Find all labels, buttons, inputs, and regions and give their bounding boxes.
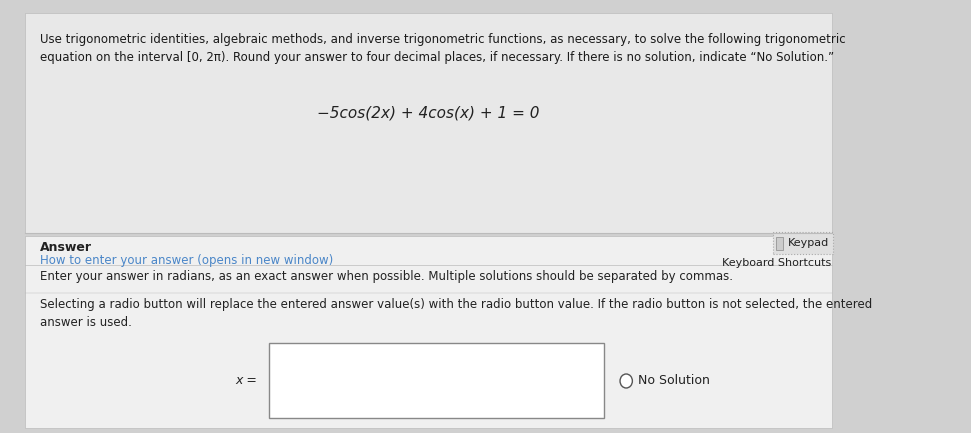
Text: Use trigonometric identities, algebraic methods, and inverse trigonometric funct: Use trigonometric identities, algebraic … <box>40 33 846 64</box>
Text: Keypad: Keypad <box>787 238 829 248</box>
FancyBboxPatch shape <box>24 236 832 428</box>
Text: x =: x = <box>236 375 257 388</box>
FancyBboxPatch shape <box>269 343 604 418</box>
FancyBboxPatch shape <box>24 13 832 233</box>
Text: How to enter your answer (opens in new window): How to enter your answer (opens in new w… <box>40 254 333 267</box>
Text: Keyboard Shortcuts: Keyboard Shortcuts <box>722 258 832 268</box>
Circle shape <box>620 374 632 388</box>
Text: No Solution: No Solution <box>638 375 710 388</box>
Text: Answer: Answer <box>40 241 91 254</box>
Text: −5cos(2x) + 4cos(x) + 1 = 0: −5cos(2x) + 4cos(x) + 1 = 0 <box>317 106 539 120</box>
Text: Selecting a radio button will replace the entered answer value(s) with the radio: Selecting a radio button will replace th… <box>40 298 872 329</box>
Text: Enter your answer in radians, as an exact answer when possible. Multiple solutio: Enter your answer in radians, as an exac… <box>40 270 733 283</box>
FancyBboxPatch shape <box>774 232 832 254</box>
FancyBboxPatch shape <box>776 237 784 250</box>
